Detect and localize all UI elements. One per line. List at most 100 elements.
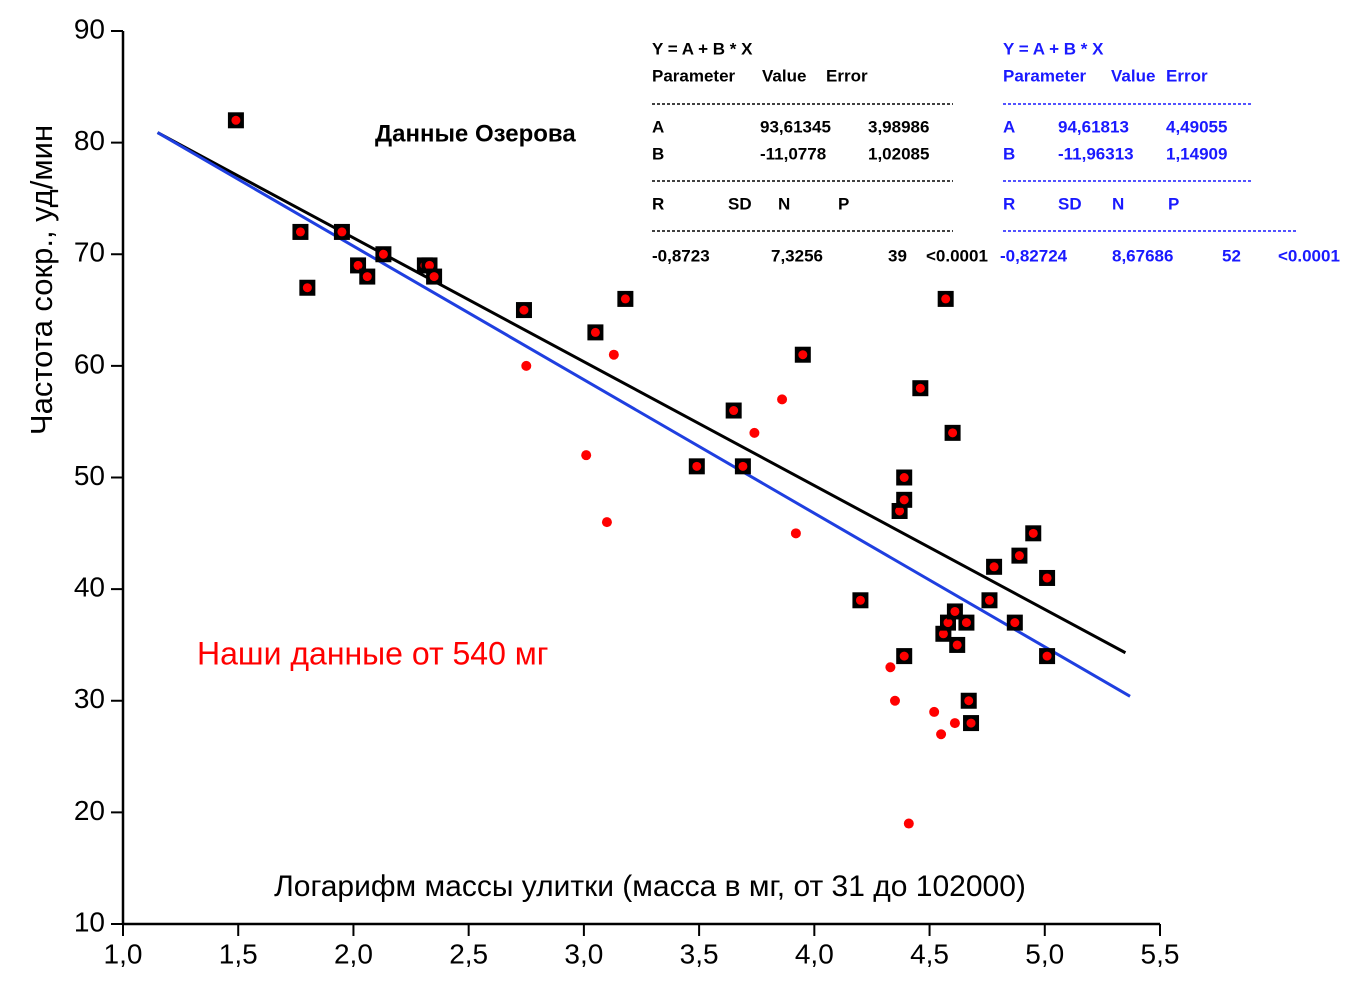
data-point [936,729,947,740]
table-cell: B [1003,144,1015,163]
table-cell: -11,0778 [760,144,826,163]
data-point [515,302,532,319]
table-cell: 3,98986 [868,117,929,136]
table-header: Parameter [1003,66,1087,85]
data-point [896,469,913,486]
x-tick-label: 4,0 [795,938,834,969]
table-header: R [652,194,664,213]
data-point [896,491,913,508]
table-cell: 39 [888,246,907,265]
table-cell: -0,8723 [652,246,710,265]
series-label: Наши данные от 540 мг [197,635,548,671]
data-point [986,558,1003,575]
data-point [949,636,966,653]
data-point [601,517,612,528]
table-cell: A [1003,117,1015,136]
y-axis-title: Частота сокр., уд/мин [24,125,59,435]
data-point [949,718,960,729]
data-point [944,424,961,441]
table-cell: 1,02085 [868,144,929,163]
table-header: P [838,194,849,213]
data-point [1039,569,1056,586]
y-tick-label: 20 [74,795,105,826]
table-cell: <0.0001 [926,246,988,265]
data-point [912,380,929,397]
fit-line [156,131,1131,698]
x-tick-label: 3,0 [564,938,603,969]
table-cell: 8,67686 [1112,246,1173,265]
data-point [333,223,350,240]
data-point [375,246,392,263]
table-header: Value [1111,66,1155,85]
data-point [929,706,940,717]
table-header: N [778,194,790,213]
table-header: Error [826,66,868,85]
x-tick-label: 1,5 [219,938,258,969]
y-tick-label: 80 [74,125,105,156]
data-point [521,360,532,371]
x-axis-title: Логарифм массы улитки (масса в мг, от 31… [274,870,1026,903]
table-cell: 1,14909 [1166,144,1227,163]
data-point [958,614,975,631]
data-point [608,349,619,360]
data-point [299,279,316,296]
x-tick-label: 5,5 [1141,938,1180,969]
data-point [617,290,634,307]
x-tick-label: 2,5 [449,938,488,969]
data-point [688,458,705,475]
data-point [426,268,443,285]
table-cell: B [652,144,664,163]
table-cell: 52 [1222,246,1241,265]
y-tick-label: 60 [74,348,105,379]
data-point [734,458,751,475]
table-cell: -11,96313 [1058,144,1134,163]
table-header: Parameter [652,66,736,85]
table-header: R [1003,194,1015,213]
x-tick-label: 3,5 [680,938,719,969]
data-point [725,402,742,419]
data-point [903,818,914,829]
y-tick-label: 30 [74,683,105,714]
x-tick-label: 4,5 [910,938,949,969]
x-tick-label: 5,0 [1025,938,1064,969]
y-tick-label: 50 [74,460,105,491]
y-tick-label: 10 [74,906,105,937]
table-header: P [1168,194,1179,213]
equation: Y = A + B * X [652,39,753,58]
table-header: N [1112,194,1124,213]
equation: Y = A + B * X [1003,39,1104,58]
table-header: SD [1058,194,1082,213]
table-cell: A [652,117,664,136]
data-point [587,324,604,341]
data-point [896,648,913,665]
data-point [359,268,376,285]
table-cell: 4,49055 [1166,117,1227,136]
fit-line [156,131,1127,655]
data-point [790,528,801,539]
data-point [1006,614,1023,631]
data-point [1025,525,1042,542]
data-point [889,695,900,706]
table-cell: 93,61345 [760,117,831,136]
data-point [963,715,980,732]
table-header: Error [1166,66,1208,85]
data-point [777,394,788,405]
data-point [981,592,998,609]
y-tick-label: 90 [74,13,105,44]
table-cell: <0.0001 [1278,246,1340,265]
series-label: Данные Озерова [375,120,576,147]
data-point [292,223,309,240]
data-point [227,112,244,129]
table-cell: -0,82724 [1000,246,1068,265]
table-header: Value [762,66,806,85]
x-tick-label: 1,0 [104,938,143,969]
data-point [852,592,869,609]
data-point [937,290,954,307]
data-point [960,692,977,709]
y-tick-label: 70 [74,237,105,268]
data-point [885,662,896,673]
data-point [794,346,811,363]
data-point [1039,648,1056,665]
x-tick-label: 2,0 [334,938,373,969]
